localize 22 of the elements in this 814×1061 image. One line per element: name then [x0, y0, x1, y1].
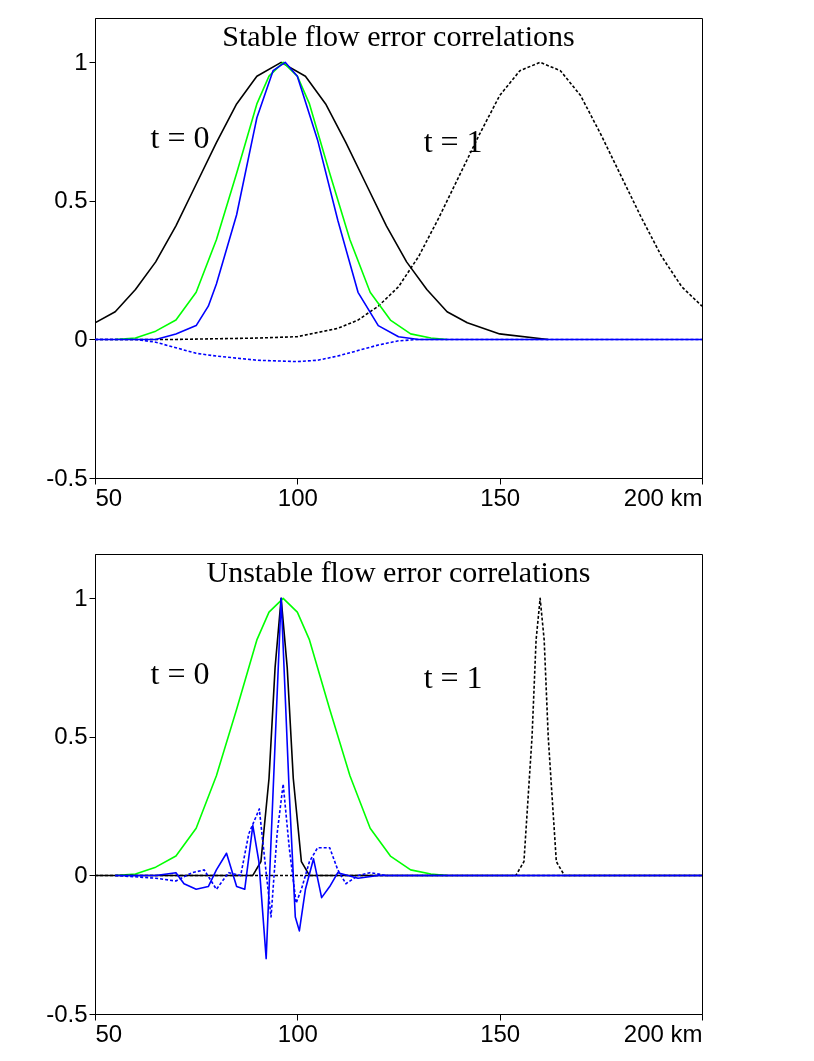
y-tick-label: 1 [74, 47, 88, 75]
y-tick-label: 0.5 [54, 186, 88, 214]
x-tick-label: 100 [277, 1019, 318, 1047]
y-tick-label: -0.5 [46, 463, 88, 491]
annotation: t = 0 [150, 654, 210, 691]
y-tick-label: 0 [74, 324, 88, 352]
chart-title: Unstable flow error correlations [206, 555, 591, 588]
y-tick-label: 0 [74, 860, 88, 888]
annotation: t = 1 [423, 659, 483, 696]
x-tick-label: 50 [95, 1019, 123, 1047]
y-tick-label: -0.5 [46, 999, 88, 1027]
x-tick-label: 50 [95, 483, 123, 511]
x-tick-label: 150 [480, 483, 521, 511]
annotation: t = 0 [150, 118, 210, 155]
x-tick-label: 200 km [623, 483, 703, 511]
x-tick-label: 150 [480, 1019, 521, 1047]
chart-title: Stable flow error correlations [222, 19, 575, 52]
y-tick-label: 1 [74, 583, 88, 611]
annotation: t = 1 [423, 123, 483, 160]
y-tick-label: 0.5 [54, 722, 88, 750]
x-tick-label: 200 km [623, 1019, 703, 1047]
x-tick-label: 100 [277, 483, 318, 511]
